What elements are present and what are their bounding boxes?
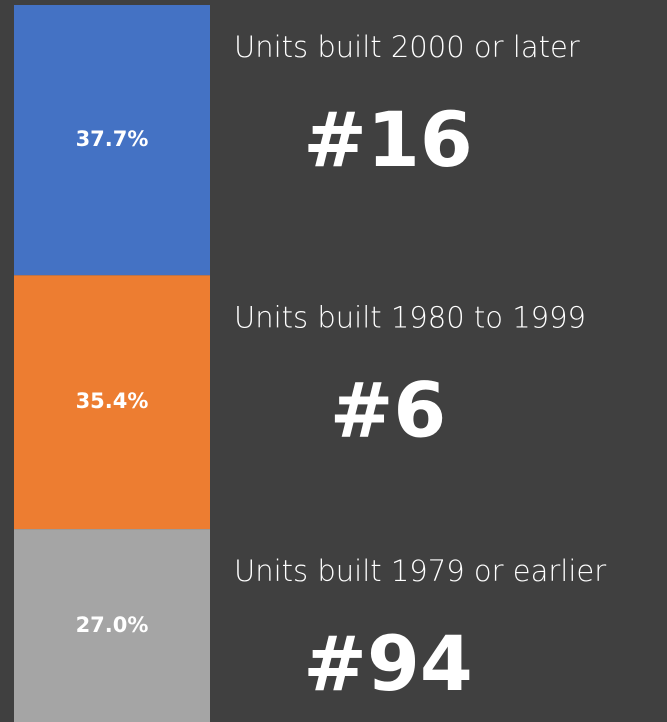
- segment-label: 35.4%: [76, 389, 149, 413]
- bar-segment: [14, 5, 210, 276]
- rank-label: #94: [303, 619, 472, 708]
- category-name: Units built 1980 to 1999: [234, 300, 586, 334]
- bar-segment: [14, 275, 210, 530]
- bar-segment: [14, 529, 210, 722]
- category-name: Units built 2000 or later: [234, 30, 580, 64]
- rank-label: #6: [330, 365, 447, 454]
- segment-label: 27.0%: [76, 613, 149, 637]
- category-name: Units built 1979 or earlier: [234, 554, 606, 588]
- rank-label: #16: [303, 95, 472, 184]
- segment-label: 37.7%: [76, 127, 149, 151]
